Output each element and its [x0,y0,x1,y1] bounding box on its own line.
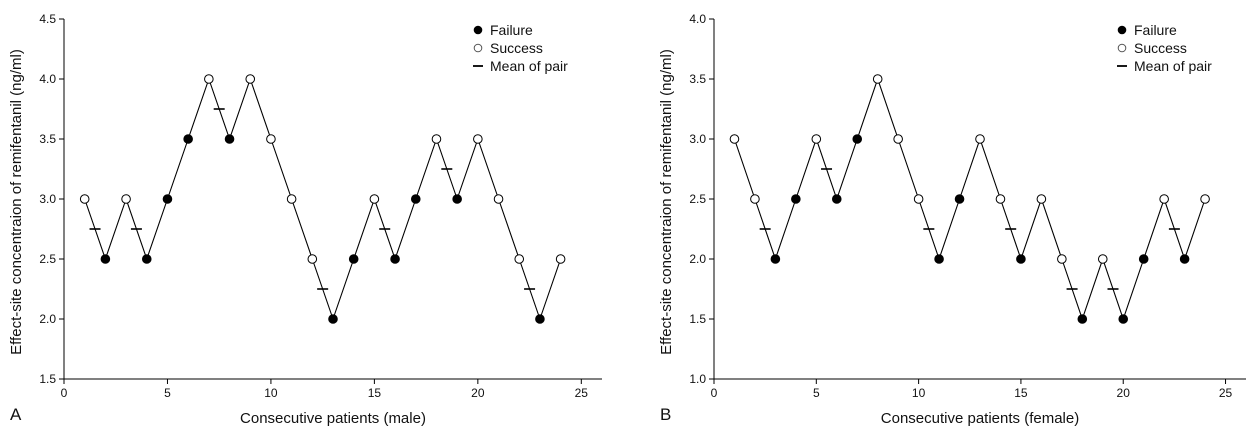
success-point [811,134,822,144]
failure-point [1016,254,1026,264]
success-point [266,134,276,144]
x-tick-label: 20 [471,386,485,400]
x-tick-label: 15 [368,386,382,400]
legend-label: Success [490,40,543,56]
failure-point [348,254,359,264]
failure-point [162,194,173,204]
chart-panel-b: 1.0 1.5 2.0 2.5 3.0 3.5 4.0 0 5 10 15 20 25 Consecuti… [658,12,1246,427]
x-tick-label: 5 [164,386,171,400]
success-point [1200,194,1210,204]
failure-point [1179,254,1190,264]
y-tick-label: 1.5 [689,312,706,326]
y-axis-title: Effect-site concentraion of remifentanil… [658,49,675,355]
legend-failure-marker [1117,25,1127,35]
success-point [369,194,380,204]
success-point [555,254,566,264]
legend-label: Mean of pair [490,58,568,74]
success-point [473,134,483,144]
success-point [431,134,442,144]
y-tick-label: 2.5 [689,192,706,206]
success-point [1097,254,1108,264]
failure-point [141,254,152,264]
x-axis-title: Consecutive patients (female) [881,410,1079,427]
y-tick-label: 3.0 [39,192,56,206]
success-point [913,194,924,204]
y-tick-label: 1.0 [689,372,706,386]
success-point [79,194,90,204]
failure-point [390,254,400,264]
failure-point [1118,314,1129,324]
y-tick-label: 2.0 [689,252,706,266]
success-point [872,74,883,84]
y-tick-label: 3.0 [689,132,706,146]
failure-point [328,314,338,324]
failure-point [452,194,462,204]
success-point [975,134,985,144]
failure-point [1077,314,1088,324]
x-tick-label: 10 [912,386,926,400]
legend-success-marker [1117,43,1127,53]
failure-point [954,194,965,204]
panel-label: B [660,405,671,424]
failure-point [224,134,235,144]
failure-point [934,254,944,264]
success-point [1057,254,1067,264]
y-tick-label: 2.5 [39,252,56,266]
y-tick-label: 4.5 [39,12,56,26]
success-point [307,254,318,264]
y-tick-label: 1.5 [39,372,56,386]
y-tick-label: 3.5 [39,132,56,146]
success-point [1036,194,1047,204]
x-tick-label: 5 [813,386,820,400]
x-tick-label: 25 [1219,386,1233,400]
success-point [204,74,214,84]
y-axis-title: Effect-site concentraion of remifentanil… [8,49,25,355]
chart-panel-a: 1.5 2.0 2.5 3.0 3.5 4.0 4.5 0 5 10 15 20 25 Consecuti… [8,12,602,427]
x-tick-label: 20 [1117,386,1131,400]
legend: Failure Success Mean of pair [473,22,568,74]
y-tick-label: 4.0 [689,12,706,26]
failure-point [791,194,801,204]
sequence-line [84,77,562,321]
x-tick-label: 10 [264,386,278,400]
x-tick-label: 0 [711,386,718,400]
legend-label: Failure [490,22,533,38]
success-point [729,134,740,144]
failure-point [852,134,863,144]
failure-point [535,314,545,324]
y-tick-label: 4.0 [39,72,56,86]
success-point [121,194,131,204]
success-point [750,194,760,204]
legend-label: Mean of pair [1134,58,1212,74]
failure-point [100,254,111,264]
legend-label: Failure [1134,22,1177,38]
sequence-line [733,77,1206,321]
legend: Failure Success Mean of pair [1117,22,1212,74]
success-point [995,194,1006,204]
success-point [1159,194,1169,204]
legend-failure-marker [473,25,483,35]
x-tick-label: 25 [575,386,589,400]
x-tick-label: 15 [1014,386,1028,400]
y-tick-label: 2.0 [39,312,56,326]
x-axis-title: Consecutive patients (male) [240,410,426,427]
success-point [514,254,525,264]
success-point [493,194,504,204]
panel-label: A [10,405,22,424]
x-tick-label: 0 [61,386,68,400]
success-point [245,74,256,84]
success-point [893,134,903,144]
failure-point [831,194,842,204]
failure-point [410,194,421,204]
y-tick-label: 3.5 [689,72,706,86]
failure-point [1138,254,1149,264]
legend-success-marker [473,43,483,53]
failure-point [183,134,193,144]
failure-point [770,254,781,264]
success-point [286,194,297,204]
legend-label: Success [1134,40,1187,56]
